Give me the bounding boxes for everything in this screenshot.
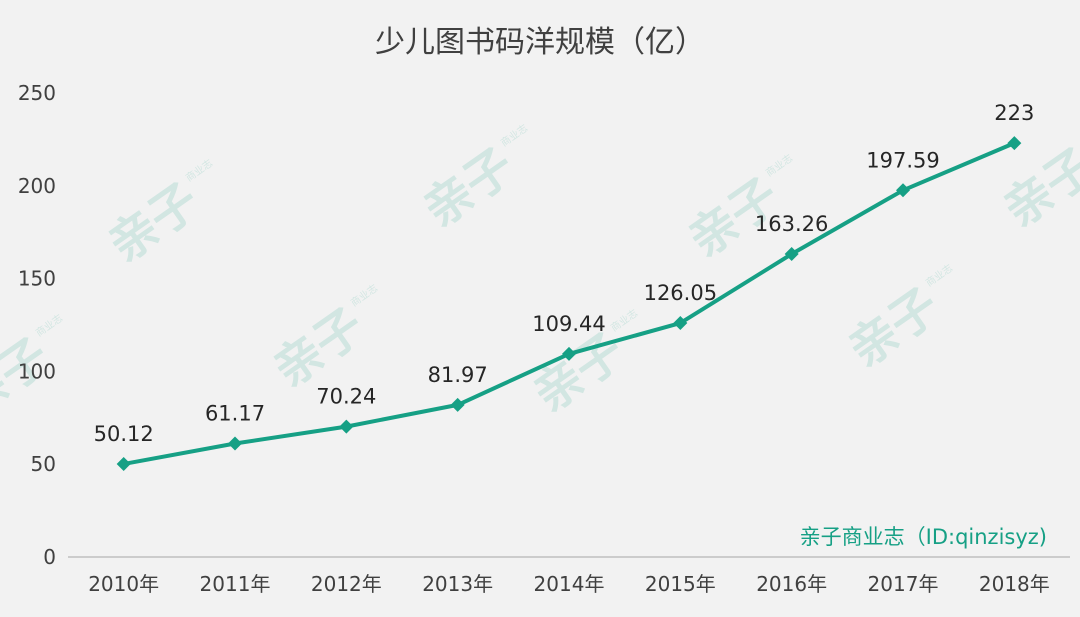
data-label: 70.24 bbox=[316, 385, 376, 409]
x-tick-label: 2014年 bbox=[534, 572, 605, 596]
y-tick-label: 150 bbox=[18, 267, 56, 291]
data-point-marker bbox=[562, 346, 576, 361]
watermark-7: 亲子商业志 bbox=[839, 261, 955, 379]
data-label: 61.17 bbox=[205, 401, 265, 425]
watermark-2: 亲子商业志 bbox=[414, 121, 530, 239]
watermark-text: 亲子 bbox=[264, 298, 375, 399]
watermark-subtext: 商业志 bbox=[348, 281, 380, 309]
watermark-1: 亲子商业志 bbox=[99, 156, 215, 274]
data-point-marker bbox=[896, 183, 910, 198]
x-tick-label: 2015年 bbox=[645, 572, 716, 596]
data-label: 223 bbox=[994, 101, 1034, 125]
data-point-marker bbox=[228, 436, 242, 451]
data-label: 50.12 bbox=[94, 422, 154, 446]
y-tick-label: 0 bbox=[43, 545, 56, 569]
data-point-marker bbox=[673, 316, 688, 331]
data-labels: 50.12 61.17 70.24 81.97 109.44 126.05 163.26 19… bbox=[94, 101, 1035, 446]
watermark-text: 亲子 bbox=[99, 173, 210, 274]
data-point-marker bbox=[339, 419, 354, 434]
chart-title: 少儿图书码洋规模（亿） bbox=[375, 25, 705, 60]
source-credit: 亲子商业志（ID:qinzisyz) bbox=[800, 525, 1047, 549]
series-markers bbox=[116, 136, 1022, 471]
x-tick-label: 2013年 bbox=[422, 572, 493, 596]
y-tick-label: 200 bbox=[18, 174, 56, 198]
y-axis-ticks: 0 50 100 150 200 250 bbox=[18, 81, 56, 569]
x-tick-label: 2011年 bbox=[200, 572, 271, 596]
x-axis-ticks: 2010年 2011年 2012年 2013年 2014年 2015年 2016年 2017年… bbox=[88, 572, 1050, 596]
data-label: 81.97 bbox=[428, 363, 488, 387]
watermark-4: 亲子商业志 bbox=[994, 121, 1080, 239]
watermark-text: 亲子 bbox=[524, 323, 635, 424]
x-tick-label: 2017年 bbox=[868, 572, 939, 596]
data-label: 163.26 bbox=[755, 212, 828, 236]
x-tick-label: 2010年 bbox=[88, 572, 159, 596]
y-tick-label: 50 bbox=[31, 452, 56, 476]
data-point-marker bbox=[450, 397, 465, 412]
data-point-marker bbox=[116, 456, 131, 471]
data-label: 197.59 bbox=[866, 148, 939, 172]
watermark-text: 亲子 bbox=[414, 138, 525, 239]
y-tick-label: 100 bbox=[18, 359, 56, 383]
watermark-subtext: 商业志 bbox=[763, 151, 795, 179]
x-tick-label: 2016年 bbox=[756, 572, 827, 596]
watermark-subtext: 商业志 bbox=[608, 306, 640, 334]
watermark-subtext: 商业志 bbox=[183, 156, 215, 184]
y-tick-label: 250 bbox=[18, 81, 56, 105]
watermark-subtext: 商业志 bbox=[498, 121, 530, 149]
data-label: 109.44 bbox=[532, 312, 605, 336]
watermark-subtext: 商业志 bbox=[33, 311, 65, 339]
data-label: 126.05 bbox=[644, 281, 717, 305]
watermark-text: 亲子 bbox=[839, 278, 950, 379]
watermark-text: 亲子 bbox=[994, 138, 1080, 239]
x-tick-label: 2018年 bbox=[979, 572, 1050, 596]
data-point-marker bbox=[784, 246, 799, 261]
watermark-subtext: 商业志 bbox=[923, 261, 955, 289]
x-tick-label: 2012年 bbox=[311, 572, 382, 596]
watermark-5: 亲子商业志 bbox=[264, 281, 380, 399]
data-point-marker bbox=[1007, 136, 1022, 151]
